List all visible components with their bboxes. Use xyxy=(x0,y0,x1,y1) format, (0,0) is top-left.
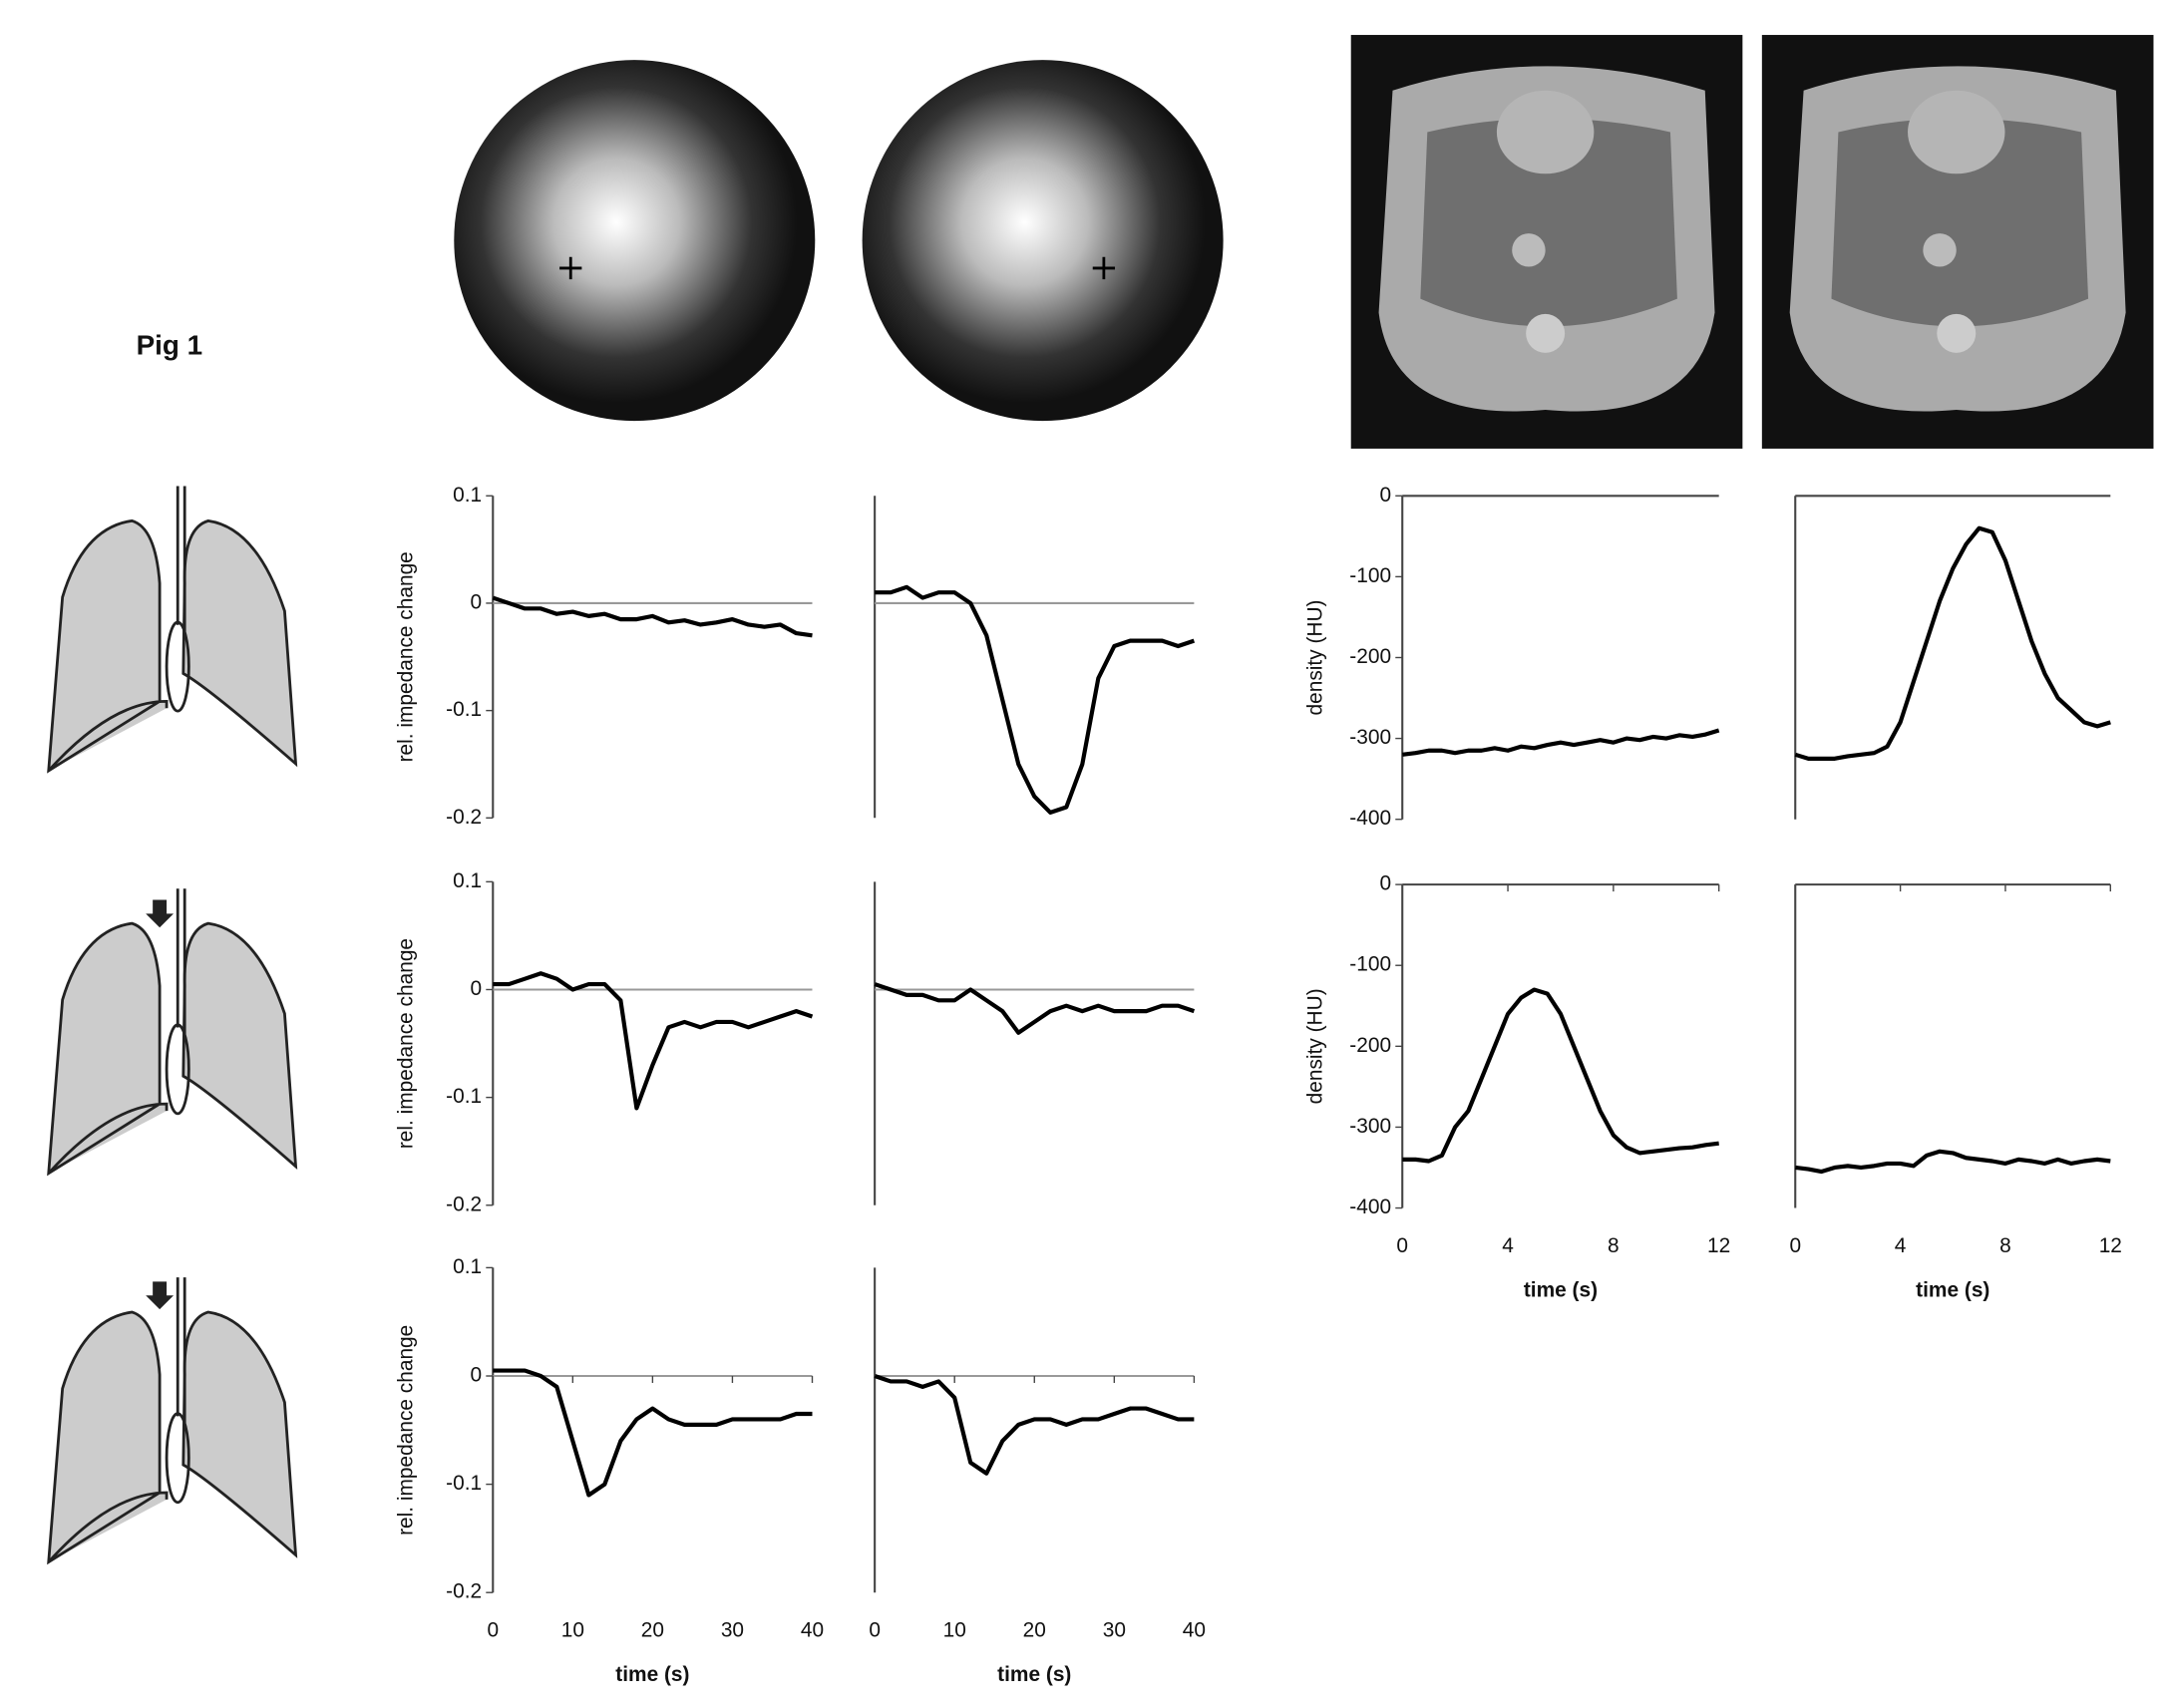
data-line xyxy=(875,584,1196,816)
ct-image xyxy=(1350,35,1743,449)
x-axis-label: time (s) xyxy=(997,1663,1071,1686)
x-tick-label: 40 xyxy=(801,1619,824,1642)
y-tick-label: 0.1 xyxy=(453,484,482,507)
panel-label: Pig 1 xyxy=(137,330,203,361)
lung-diagram xyxy=(47,485,297,773)
x-tick-label: 10 xyxy=(943,1619,966,1642)
data-line xyxy=(1794,1149,2111,1175)
y-tick-label: 0 xyxy=(1379,872,1391,895)
x-tick-label: 0 xyxy=(1789,1234,1801,1257)
data-line xyxy=(493,1368,813,1498)
x-tick-label: 40 xyxy=(1183,1619,1206,1642)
y-tick-label: -100 xyxy=(1349,953,1391,976)
y-tick-label: 0.1 xyxy=(453,1255,482,1278)
data-line xyxy=(493,971,814,1111)
x-tick-label: 12 xyxy=(2099,1234,2122,1257)
lung-diagram xyxy=(47,1275,297,1563)
x-axis-label: time (s) xyxy=(1524,1279,1598,1302)
x-tick-label: 30 xyxy=(721,1619,744,1642)
y-tick-label: -0.1 xyxy=(446,1085,482,1108)
y-axis-label: density (HU) xyxy=(1303,599,1326,715)
x-tick-label: 8 xyxy=(1608,1234,1620,1257)
y-tick-label: 0 xyxy=(1379,484,1391,507)
x-tick-label: 0 xyxy=(869,1619,881,1642)
x-tick-label: 0 xyxy=(1396,1234,1408,1257)
y-tick-label: -0.1 xyxy=(446,1472,482,1495)
y-tick-label: -0.2 xyxy=(446,1193,482,1215)
data-line xyxy=(492,595,813,638)
y-tick-label: 0.1 xyxy=(453,869,482,892)
data-line xyxy=(874,1374,1195,1476)
x-tick-label: 10 xyxy=(561,1619,584,1642)
y-tick-label: -200 xyxy=(1349,645,1391,668)
y-tick-label: -300 xyxy=(1349,1115,1391,1138)
y-tick-label: -200 xyxy=(1349,1034,1391,1057)
y-tick-label: -0.1 xyxy=(446,698,482,721)
x-tick-label: 20 xyxy=(641,1619,664,1642)
data-line xyxy=(874,982,1196,1035)
y-tick-label: -300 xyxy=(1349,726,1391,749)
y-tick-label: -0.2 xyxy=(446,806,482,829)
y-tick-label: -400 xyxy=(1349,807,1391,830)
x-tick-label: 20 xyxy=(1023,1619,1046,1642)
eit-image xyxy=(862,60,1224,422)
eit-image xyxy=(454,60,816,422)
y-tick-label: 0 xyxy=(471,1364,483,1387)
x-axis-label: time (s) xyxy=(615,1663,689,1686)
y-axis-label: density (HU) xyxy=(1303,988,1326,1104)
x-tick-label: 0 xyxy=(487,1619,499,1642)
x-tick-label: 4 xyxy=(1502,1234,1514,1257)
lung-diagram xyxy=(47,886,297,1176)
x-tick-label: 30 xyxy=(1103,1619,1126,1642)
ct-image xyxy=(1761,35,2154,449)
data-line xyxy=(1401,728,1720,757)
y-axis-label: rel. impedance change xyxy=(394,938,417,1149)
y-tick-label: 0 xyxy=(471,590,483,613)
y-tick-label: -0.2 xyxy=(446,1580,482,1603)
x-tick-label: 12 xyxy=(1707,1234,1730,1257)
y-axis-label: rel. impedance change xyxy=(394,1325,417,1536)
y-tick-label: -100 xyxy=(1349,564,1391,587)
y-tick-label: 0 xyxy=(471,977,483,1000)
y-tick-label: -400 xyxy=(1349,1196,1391,1218)
y-axis-label: rel. impedance change xyxy=(394,551,417,762)
x-tick-label: 8 xyxy=(1999,1234,2011,1257)
x-tick-label: 4 xyxy=(1895,1234,1907,1257)
data-line xyxy=(1794,525,2111,761)
x-axis-label: time (s) xyxy=(1916,1279,1989,1302)
data-line xyxy=(1402,987,1719,1164)
